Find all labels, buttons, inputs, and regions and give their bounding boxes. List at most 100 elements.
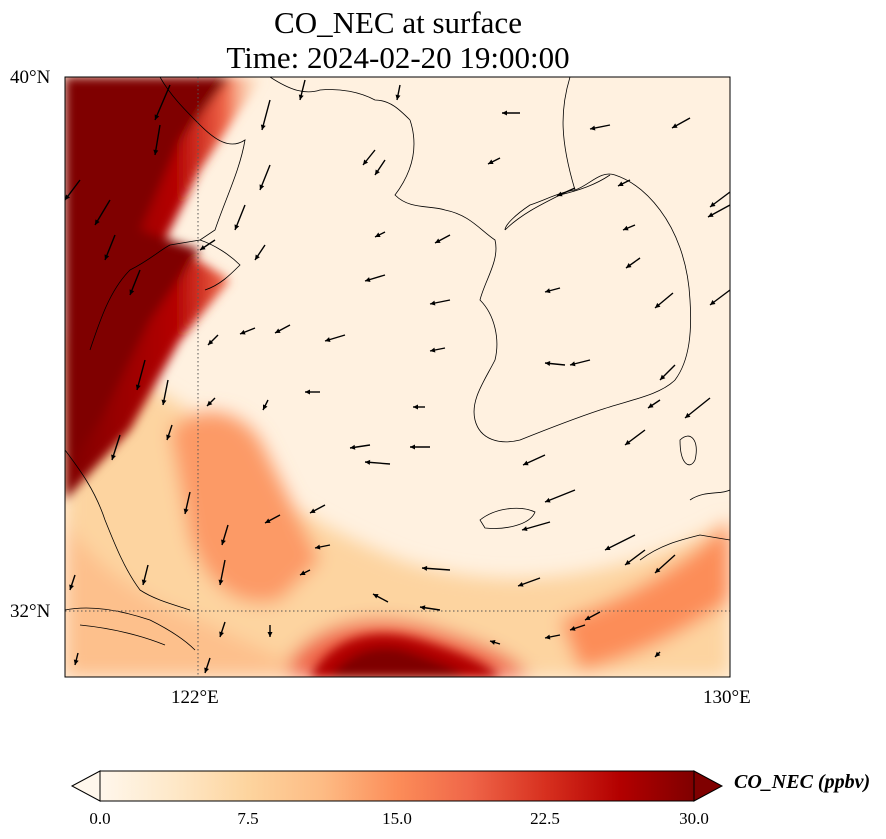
wind-arrow-head bbox=[545, 497, 551, 503]
wind-arrow-head bbox=[161, 399, 167, 405]
wind-arrow-head bbox=[708, 212, 714, 217]
wind-arrow-head bbox=[488, 159, 494, 164]
wind-arrow-head bbox=[141, 579, 147, 585]
lon-tick-122: 122°E bbox=[171, 687, 219, 708]
wind-arrow-head bbox=[153, 149, 159, 155]
wind-arrow-head bbox=[305, 389, 310, 395]
gridlines bbox=[65, 77, 730, 677]
wind-arrow-head bbox=[208, 339, 214, 345]
wind-arrow-head bbox=[363, 159, 369, 165]
wind-arrow-head bbox=[422, 565, 428, 571]
wind-arrow-head bbox=[590, 125, 596, 131]
wind-arrow-head bbox=[570, 361, 576, 367]
wind-arrow-head bbox=[234, 224, 240, 230]
wind-arrow-head bbox=[545, 288, 551, 294]
wind-arrow-shaft bbox=[544, 489, 576, 503]
colorbar-label: CO_NEC (ppbv) bbox=[734, 771, 871, 793]
wind-arrow-head bbox=[625, 560, 631, 565]
wind-arrow-head bbox=[430, 300, 436, 306]
wind-arrow-head bbox=[410, 444, 415, 450]
wind-arrow-head bbox=[135, 384, 141, 390]
wind-arrow-head bbox=[240, 329, 246, 335]
wind-arrow-head bbox=[325, 337, 331, 342]
wind-arrow-shaft bbox=[154, 124, 161, 156]
wind-arrow-head bbox=[204, 667, 209, 673]
colorbar-tick-3: 22.5 bbox=[530, 809, 560, 828]
wind-arrow-head bbox=[523, 460, 529, 466]
wind-arrow-head bbox=[545, 634, 551, 640]
wind-arrow-head bbox=[298, 94, 304, 100]
wind-arrow-head bbox=[625, 440, 631, 445]
wind-arrow-head bbox=[365, 277, 371, 282]
wind-arrow-head bbox=[221, 539, 226, 545]
wind-arrow-head bbox=[395, 94, 401, 100]
colorbar-tick-1: 7.5 bbox=[237, 809, 259, 828]
colorbar-tick-2: 15.0 bbox=[382, 809, 412, 828]
concentration-field bbox=[65, 77, 730, 677]
wind-arrow-shaft bbox=[136, 359, 146, 391]
wind-arrow-head bbox=[618, 181, 624, 186]
wind-arrow-head bbox=[265, 518, 271, 523]
wind-arrow-head bbox=[200, 245, 206, 250]
wind-arrow-head bbox=[207, 400, 213, 406]
wind-arrow-head bbox=[585, 615, 591, 620]
wind-arrow-head bbox=[655, 651, 661, 657]
wind-arrow-head bbox=[710, 202, 716, 207]
wind-arrow-head bbox=[490, 640, 496, 645]
wind-arrow-head bbox=[111, 454, 116, 460]
lat-tick-32: 32°N bbox=[10, 601, 51, 622]
wind-arrow-shaft bbox=[684, 397, 711, 419]
wind-arrow-head bbox=[263, 404, 268, 410]
wind-arrow-head bbox=[315, 544, 321, 550]
wind-arrow-head bbox=[545, 361, 551, 366]
wind-arrow-head bbox=[365, 459, 371, 465]
colorbar-tick-0: 0.0 bbox=[89, 809, 111, 828]
wind-arrow-head bbox=[655, 567, 661, 573]
wind-arrow-head bbox=[275, 328, 281, 333]
wind-arrow-head bbox=[260, 124, 266, 130]
colorbar bbox=[70, 770, 724, 802]
lat-tick-40: 40°N bbox=[10, 67, 51, 88]
colorbar-tick-4: 30.0 bbox=[679, 809, 709, 828]
wind-arrow-head bbox=[672, 123, 678, 128]
wind-arrow-head bbox=[183, 508, 189, 514]
wind-arrow-head bbox=[300, 570, 306, 575]
wind-arrow-shaft bbox=[604, 534, 636, 551]
wind-arrow-head bbox=[623, 225, 629, 231]
wind-arrow-head bbox=[129, 289, 135, 295]
map-time: Time: 2024-02-20 19:00:00 bbox=[226, 40, 570, 75]
wind-arrow-head bbox=[375, 232, 381, 237]
wind-arrow-head bbox=[166, 434, 171, 440]
wind-arrow-head bbox=[557, 191, 563, 197]
wind-arrow-head bbox=[218, 579, 224, 585]
wind-arrow-head bbox=[310, 508, 316, 513]
wind-arrow-head bbox=[660, 374, 666, 380]
wind-arrow-head bbox=[605, 545, 611, 550]
wind-arrow-head bbox=[518, 581, 524, 587]
map-frame bbox=[64, 76, 731, 678]
wind-arrow-head bbox=[255, 254, 260, 260]
wind-arrows bbox=[64, 79, 731, 674]
wind-arrow-head bbox=[259, 184, 265, 190]
wind-arrow-head bbox=[420, 605, 426, 611]
wind-arrow-head bbox=[648, 403, 654, 408]
wind-arrow-head bbox=[154, 114, 160, 120]
wind-arrow-shaft bbox=[154, 84, 171, 121]
wind-arrow-head bbox=[435, 238, 441, 243]
coastlines bbox=[65, 77, 730, 651]
wind-arrow-head bbox=[65, 194, 70, 200]
wind-arrow-head bbox=[375, 169, 380, 175]
wind-arrow-head bbox=[430, 347, 436, 353]
wind-arrow-shaft bbox=[261, 99, 271, 131]
wind-arrow-head bbox=[219, 631, 224, 637]
lon-tick-130: 130°E bbox=[703, 687, 751, 708]
wind-arrow-head bbox=[267, 632, 273, 637]
wind-arrow-head bbox=[104, 254, 110, 260]
wind-arrow-head bbox=[69, 584, 74, 590]
wind-arrow-head bbox=[570, 626, 576, 631]
wind-arrow-head bbox=[350, 444, 356, 450]
wind-arrow-head bbox=[626, 263, 632, 268]
wind-arrow-head bbox=[685, 412, 691, 418]
wind-arrow-head bbox=[502, 110, 507, 116]
